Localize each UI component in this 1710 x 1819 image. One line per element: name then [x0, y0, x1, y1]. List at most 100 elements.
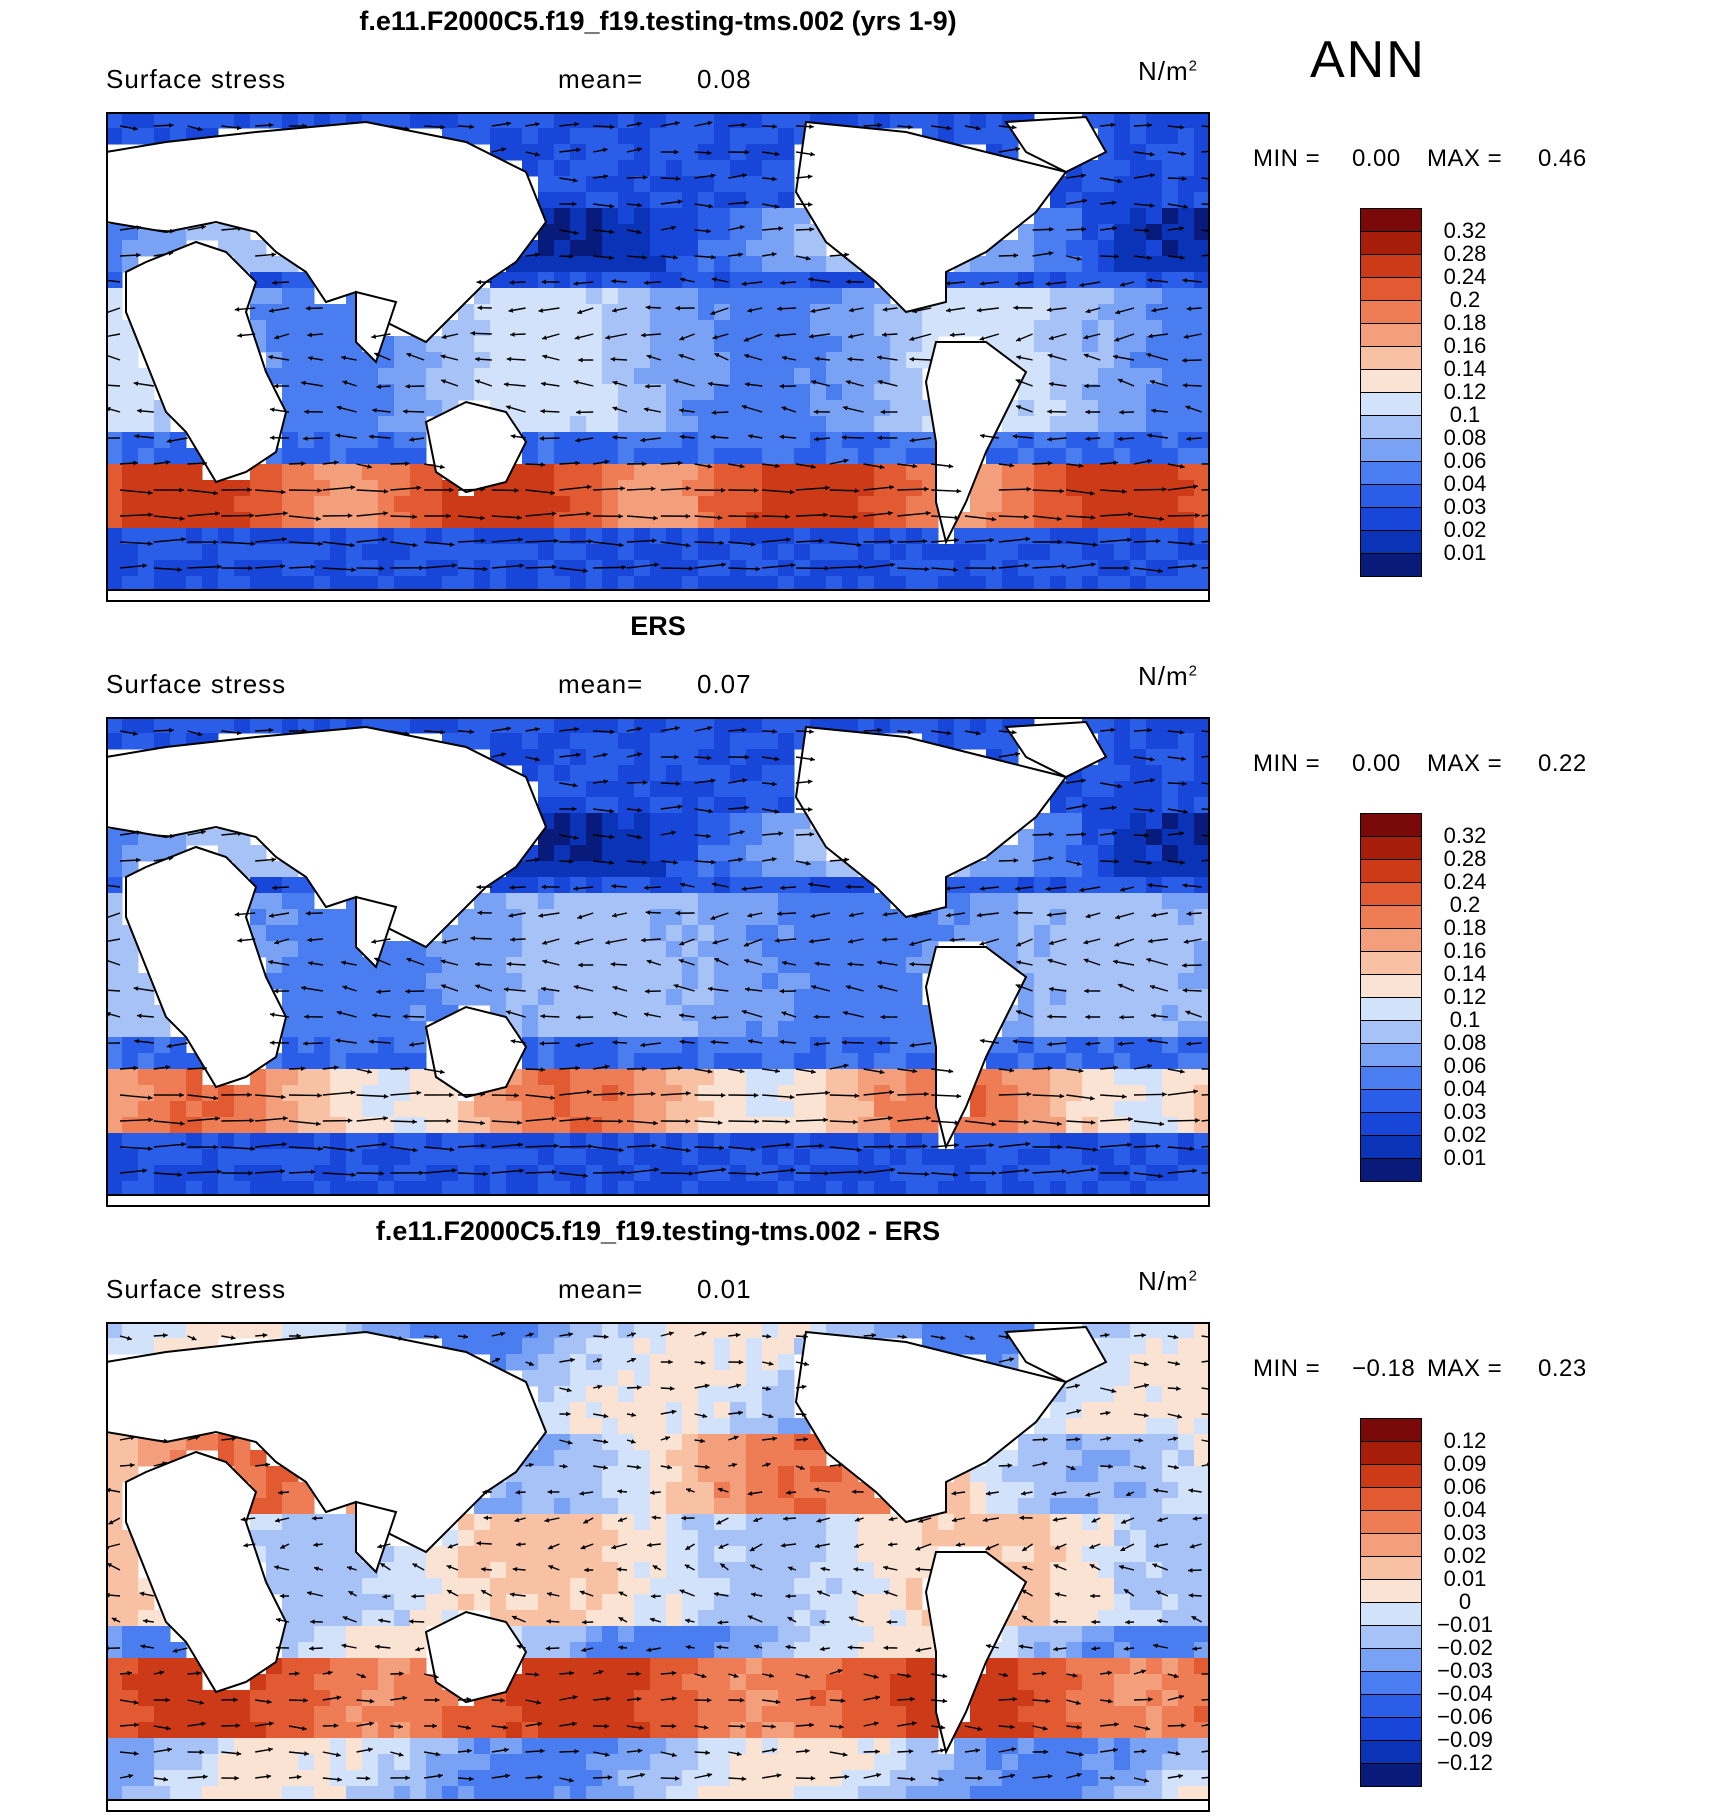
field-cell — [138, 448, 155, 465]
field-cell — [314, 496, 331, 513]
field-cell — [538, 1005, 555, 1022]
field-cell — [586, 1005, 603, 1022]
vector-arrow — [795, 1144, 824, 1148]
field-cell — [426, 1165, 443, 1182]
field-cell — [730, 400, 747, 417]
vector-arrow — [322, 1172, 356, 1176]
field-cell — [570, 208, 587, 225]
vector-arrow — [1167, 1090, 1199, 1096]
coastline — [794, 725, 1068, 919]
field-cell — [122, 1165, 139, 1182]
field-cell — [442, 560, 459, 577]
field-cell — [1114, 464, 1131, 481]
field-cell — [778, 973, 795, 990]
field-cell — [538, 400, 555, 417]
vector-arrowhead — [441, 379, 446, 384]
field-cell — [186, 544, 203, 561]
field-cell — [1178, 192, 1195, 209]
vector-arrowhead — [269, 435, 275, 441]
vector-arrowhead — [1093, 542, 1098, 548]
field-cell — [1066, 176, 1083, 193]
vector-arrowhead — [583, 568, 588, 574]
field-cell — [1082, 781, 1099, 798]
vector-arrowhead — [741, 281, 747, 287]
field-cell — [186, 1181, 203, 1198]
field-cell — [202, 576, 219, 593]
field-cell — [634, 1101, 651, 1118]
field-cell — [106, 400, 123, 417]
field-cell — [1162, 256, 1179, 273]
field-cell — [1114, 1149, 1131, 1166]
field-cell — [154, 1149, 171, 1166]
field-cell — [826, 1133, 843, 1150]
field-cell — [682, 336, 699, 353]
field-cell — [874, 1101, 891, 1118]
field-cell — [1146, 560, 1163, 577]
field-cell — [778, 733, 795, 750]
field-cell — [618, 176, 635, 193]
field-cell — [714, 560, 731, 577]
field-cell — [650, 797, 667, 814]
field-cell — [570, 384, 587, 401]
field-cell — [858, 400, 875, 417]
vector-arrowhead — [369, 1039, 374, 1045]
vector-arrow — [863, 486, 895, 491]
vector-arrowhead — [534, 252, 540, 258]
vector-arrowhead — [785, 514, 790, 520]
field-cell — [570, 925, 587, 942]
field-cell — [938, 925, 955, 942]
field-cell — [154, 480, 171, 497]
field-cell — [506, 1133, 523, 1150]
vector-arrowhead — [501, 147, 507, 152]
field-cell — [602, 336, 619, 353]
field-cell — [1098, 400, 1115, 417]
vector-arrowhead — [1059, 1093, 1065, 1099]
vector-arrowhead — [1149, 808, 1155, 813]
vector-arrowhead — [679, 1039, 685, 1045]
vector-arrowhead — [1076, 861, 1082, 866]
field-cell — [1002, 1021, 1019, 1038]
vector-arrow — [1167, 1119, 1200, 1122]
field-cell — [506, 1149, 523, 1166]
field-cell — [1066, 352, 1083, 369]
field-cell — [250, 845, 267, 862]
vector-arrowhead — [272, 885, 277, 891]
field-cell — [1146, 989, 1163, 1006]
field-cell — [1098, 845, 1115, 862]
field-cell — [266, 1149, 283, 1166]
field-cell — [1178, 1149, 1195, 1166]
mean-value: 0.08 — [697, 64, 752, 94]
vector-arrowhead — [680, 277, 685, 283]
field-cell — [1066, 464, 1083, 481]
field-cell — [1146, 416, 1163, 433]
vector-arrow — [356, 512, 388, 517]
vector-arrowhead — [809, 831, 815, 837]
field-cell — [970, 256, 987, 273]
field-cell — [570, 877, 587, 894]
vector-arrowhead — [858, 564, 864, 570]
vector-arrowhead — [824, 1170, 830, 1176]
field-cell — [1098, 368, 1115, 385]
field-cell — [426, 480, 443, 497]
field-cell — [554, 432, 571, 449]
field-cell — [298, 528, 315, 545]
field-cell — [362, 1005, 379, 1022]
vector-arrowhead — [877, 727, 883, 733]
field-cell — [586, 288, 603, 305]
field-cell — [522, 1021, 539, 1038]
field-cell — [458, 973, 475, 990]
field-cell — [890, 320, 907, 337]
field-cell — [298, 464, 315, 481]
field-cell — [538, 464, 555, 481]
field-cell — [1146, 765, 1163, 782]
field-cell — [618, 272, 635, 289]
field-cell — [1082, 256, 1099, 273]
field-cell — [106, 941, 123, 958]
field-cell — [314, 1085, 331, 1102]
field-cell — [522, 941, 539, 958]
field-cell — [138, 576, 155, 593]
vector-arrowhead — [781, 355, 787, 361]
vector-arrowhead — [1147, 122, 1152, 128]
vector-arrow — [322, 1146, 355, 1152]
field-cell — [858, 336, 875, 353]
